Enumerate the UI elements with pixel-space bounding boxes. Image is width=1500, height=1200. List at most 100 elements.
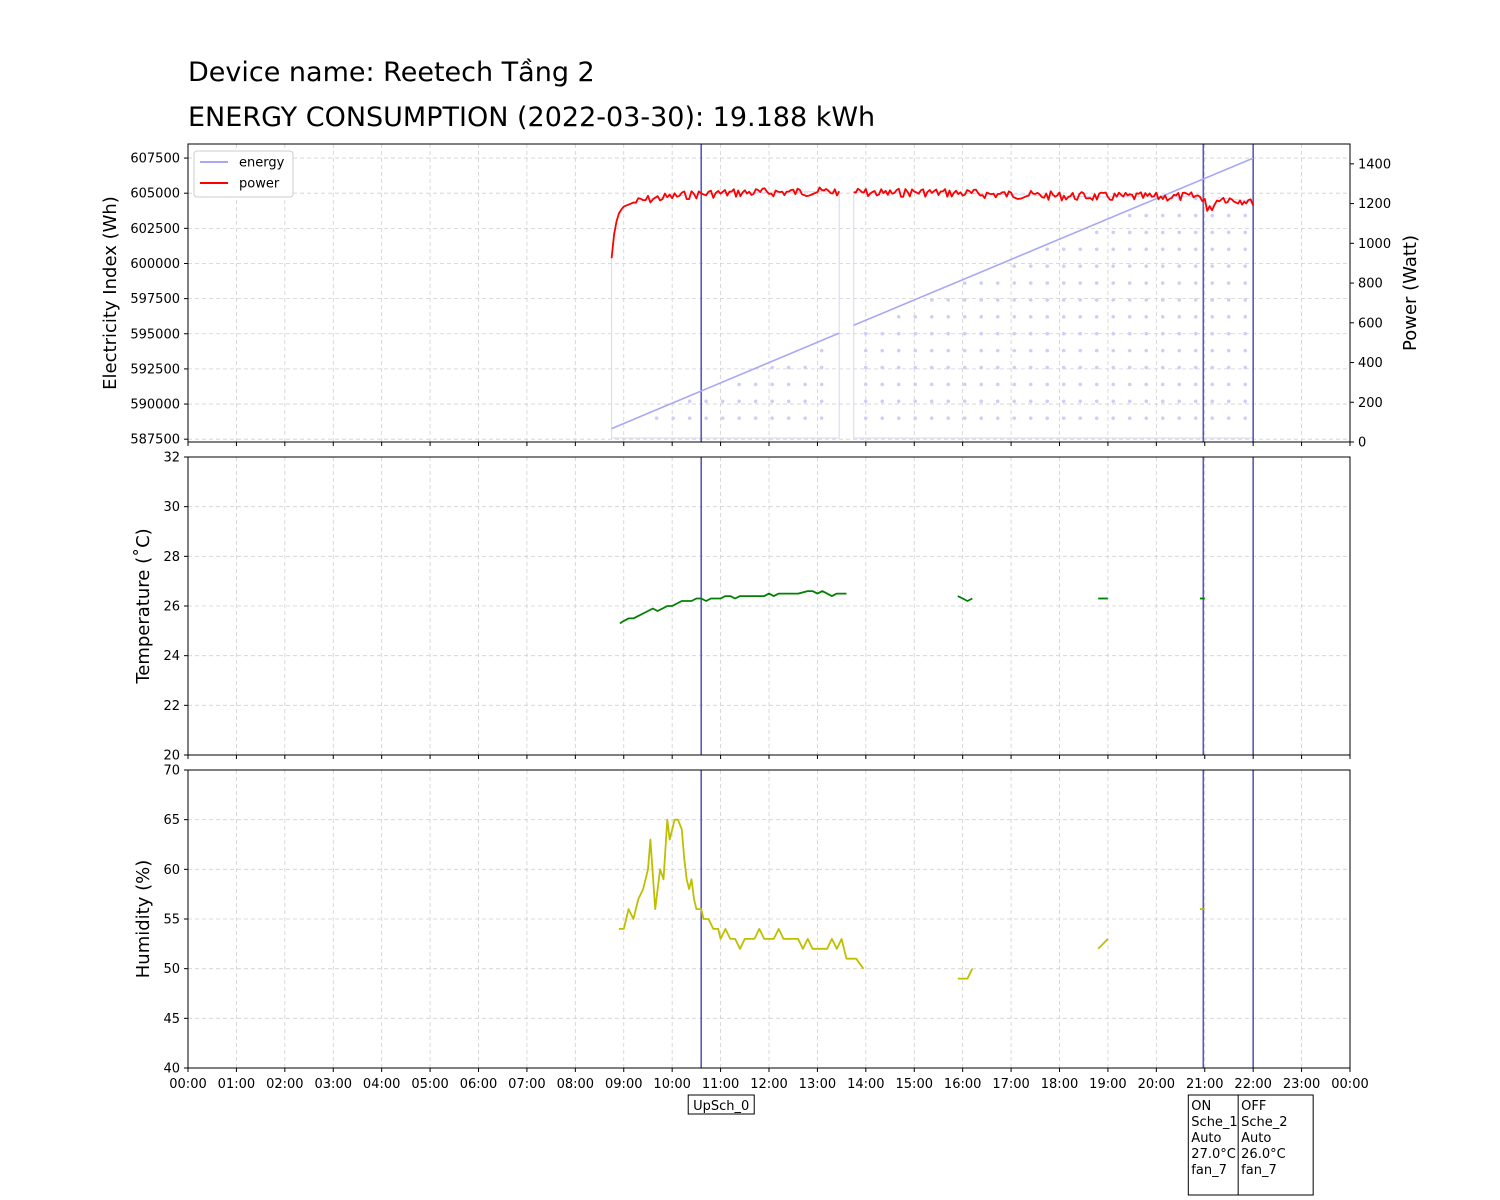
hatch-dot (1193, 315, 1198, 319)
hatch-dot (1243, 264, 1248, 268)
hatch-dot (1045, 382, 1050, 387)
power-area-hatch (654, 348, 824, 420)
hatch-dot (880, 331, 885, 336)
hatch-dot (979, 382, 984, 387)
hatch-dot (1045, 298, 1050, 302)
hatch-dot (1210, 331, 1215, 336)
y-tick-label: 45 (163, 1012, 180, 1027)
event-box-frame (1237, 1094, 1314, 1196)
hatch-dot (1111, 331, 1116, 336)
hatch-dot (1193, 331, 1198, 336)
hatch-dot (946, 331, 951, 336)
hatch-dot (1160, 416, 1165, 420)
hatch-dot (995, 365, 1000, 370)
hatch-dot (1226, 247, 1231, 252)
hatch-dot (979, 331, 984, 336)
hatch-dot (1144, 416, 1149, 420)
hatch-dot (1078, 416, 1083, 420)
event-box: UpSch_0 (687, 1094, 755, 1115)
hatch-dot (1144, 382, 1149, 387)
series-line-humidity (618, 818, 865, 970)
x-tick-label: 07:00 (508, 1077, 545, 1092)
x-tick-label: 20:00 (1138, 1077, 1175, 1092)
hatch-dot (1243, 399, 1248, 404)
hatch-dot (1144, 247, 1149, 252)
x-tick-label: 14:00 (847, 1077, 884, 1092)
hatch-dot (1061, 264, 1066, 268)
hatch-dot (929, 399, 934, 404)
event-label: Sche_2 (1241, 1115, 1287, 1130)
hatch-dot (1094, 315, 1099, 319)
panel-humidity: 40 45 50 55 60 65 70 Humidity (%) (133, 764, 1351, 1077)
hatch-dot (1111, 416, 1116, 420)
event-label: Sche_1 (1191, 1115, 1237, 1130)
hatch-dot (929, 348, 934, 353)
hatch-dot (1078, 298, 1083, 302)
x-tick-label: 19:00 (1089, 1077, 1126, 1092)
hatch-dot (687, 416, 692, 420)
hatch-dot (962, 281, 967, 285)
hatch-dot (1177, 298, 1182, 302)
hatch-dot (1177, 416, 1182, 420)
hatch-dot (979, 416, 984, 420)
hatch-dot (786, 416, 791, 420)
hatch-dot (1061, 315, 1066, 319)
hatch-dot (913, 365, 918, 370)
y2-tick-label: 0 (1358, 436, 1366, 451)
event-box-frame (687, 1094, 755, 1115)
x-tick-label: 08:00 (557, 1077, 594, 1092)
y-tick-label: 600000 (130, 257, 180, 272)
hatch-dot (929, 298, 934, 302)
hatch-dot (1127, 348, 1132, 353)
x-tick-label: 23:00 (1283, 1077, 1320, 1092)
hatch-dot (1078, 348, 1083, 353)
event-label: UpSch_0 (693, 1099, 749, 1114)
series-line-energy (853, 157, 1254, 327)
hatch-dot (995, 281, 1000, 285)
hatch-dot (1243, 348, 1248, 353)
hatch-dot (880, 365, 885, 370)
hatch-dot (1028, 382, 1033, 387)
hatch-dot (1160, 264, 1165, 268)
hatch-dot (1226, 298, 1231, 302)
x-tick-label: 17:00 (992, 1077, 1029, 1092)
hatch-dot (1177, 281, 1182, 285)
hatch-dot (1144, 213, 1149, 218)
hatch-dot (1061, 382, 1066, 387)
y-tick-label: 40 (163, 1062, 180, 1077)
y-axis-label: Humidity (%) (133, 860, 154, 979)
hatch-dot (819, 365, 824, 370)
event-label: ON (1191, 1099, 1211, 1114)
hatch-dot (1061, 281, 1066, 285)
hatch-dot (946, 348, 951, 353)
hatch-dot (803, 382, 807, 387)
hatch-dot (863, 331, 868, 336)
hatch-dot (819, 348, 824, 353)
hatch-dot (1078, 315, 1083, 319)
hatch-dot (770, 365, 774, 370)
legend: energy power (193, 150, 294, 198)
event-label: Auto (1191, 1131, 1221, 1146)
hatch-dot (1226, 382, 1231, 387)
hatch-dot (1078, 247, 1083, 252)
hatch-dot (1127, 247, 1132, 252)
hatch-dot (896, 382, 901, 387)
hatch-dot (1193, 213, 1198, 218)
hatch-dot (1094, 399, 1099, 404)
hatch-dot (896, 416, 901, 420)
hatch-dot (962, 348, 967, 353)
series-line-temperature (957, 595, 973, 602)
hatch-dot (753, 416, 758, 420)
hatch-dot (1144, 298, 1149, 302)
hatch-dot (786, 365, 791, 370)
hatch-dot (1226, 213, 1231, 218)
hatch-dot (819, 416, 824, 420)
hatch-dot (753, 382, 758, 387)
hatch-dot (1177, 399, 1182, 404)
hatch-dot (1045, 365, 1050, 370)
hatch-dot (1210, 247, 1215, 252)
hatch-dot (896, 348, 901, 353)
hatch-dot (962, 365, 967, 370)
